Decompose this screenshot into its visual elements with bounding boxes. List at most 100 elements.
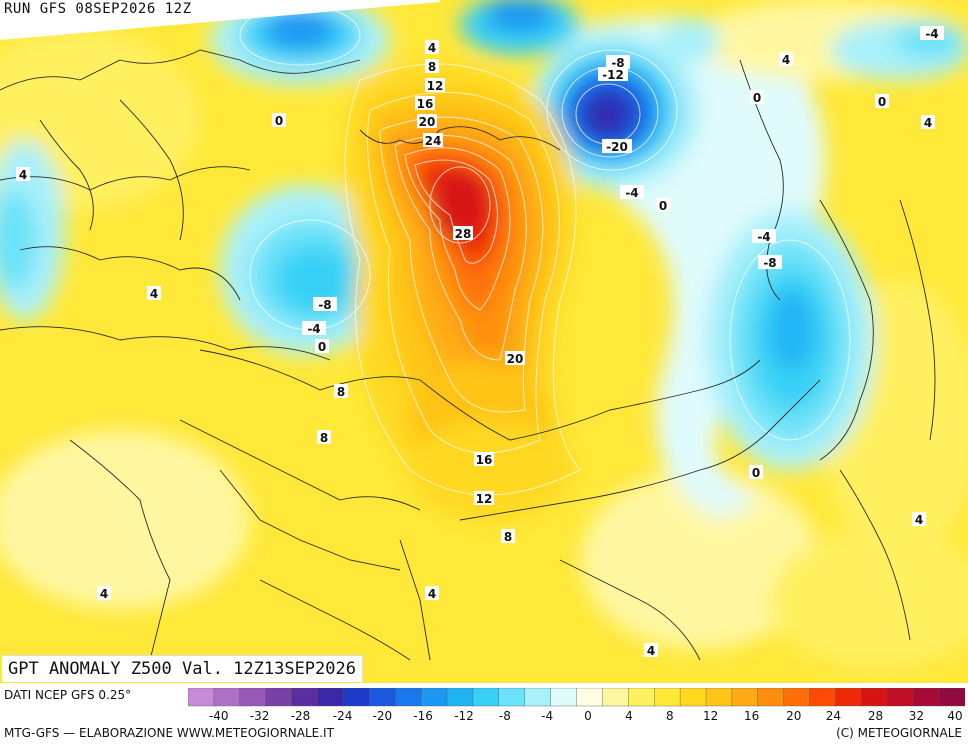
contour-label: 4 xyxy=(425,586,439,601)
color-scale-swatch xyxy=(705,688,733,707)
contour-label: -12 xyxy=(598,67,628,82)
color-scale-swatch xyxy=(835,688,863,707)
svg-text:4: 4 xyxy=(428,587,436,601)
svg-text:0: 0 xyxy=(318,340,326,354)
svg-text:4: 4 xyxy=(782,53,790,67)
svg-text:0: 0 xyxy=(659,199,667,213)
credit-left: MTG-GFS — ELABORAZIONE WWW.METEOGIORNALE… xyxy=(4,726,334,740)
contour-label: 12 xyxy=(425,78,445,93)
svg-text:12: 12 xyxy=(427,79,444,93)
color-scale-swatch xyxy=(602,688,629,707)
color-scale-swatch xyxy=(783,688,811,707)
contour-label: 0 xyxy=(750,90,764,105)
svg-text:0: 0 xyxy=(753,91,761,105)
color-scale-swatch xyxy=(731,688,759,707)
svg-text:-8: -8 xyxy=(763,256,776,270)
color-scale-tick-label: 0 xyxy=(584,709,592,723)
color-scale-swatch xyxy=(887,688,914,707)
color-scale: -40 -32 -28 -24 -20 -16 -12 -8 -4 0 4 8 12 16 20 24 28 32… xyxy=(188,688,965,723)
color-scale-swatch xyxy=(550,688,578,707)
color-scale-swatch xyxy=(394,688,422,707)
color-scale-swatch xyxy=(654,688,681,707)
country-borders xyxy=(0,49,936,661)
color-scale-tick-label: -8 xyxy=(499,709,511,723)
color-scale-tick-label: 12 xyxy=(703,709,718,723)
color-scale-swatch xyxy=(420,688,448,707)
color-scale-tick-label: 8 xyxy=(666,709,674,723)
svg-text:8: 8 xyxy=(428,60,436,74)
svg-text:4: 4 xyxy=(100,587,108,601)
contour-labels: 4 8 12 16 20 24 28 20 16 12 8 -8 -12 -20… xyxy=(16,26,944,658)
contour-label: 4 xyxy=(147,286,161,301)
color-scale-swatch xyxy=(628,688,655,707)
svg-text:4: 4 xyxy=(924,116,932,130)
svg-text:4: 4 xyxy=(647,644,655,658)
svg-text:-20: -20 xyxy=(606,140,628,154)
svg-text:4: 4 xyxy=(19,168,27,182)
contour-label: 0 xyxy=(272,113,286,128)
color-scale-tick-label: -4 xyxy=(541,709,553,723)
svg-text:4: 4 xyxy=(150,287,158,301)
anomaly-map: 4 8 12 16 20 24 28 20 16 12 8 -8 -12 -20… xyxy=(0,0,968,683)
color-scale-swatch xyxy=(265,688,293,707)
data-source-label: DATI NCEP GFS 0.25° xyxy=(4,688,132,702)
svg-text:24: 24 xyxy=(425,134,442,148)
color-scale-swatch xyxy=(188,688,215,707)
contour-label: -4 xyxy=(752,229,776,244)
color-scale-tick-label: 16 xyxy=(744,709,759,723)
color-scale-tick-label: -20 xyxy=(372,709,392,723)
color-scale-tick-label: 4 xyxy=(625,709,633,723)
contour-label: 16 xyxy=(474,452,494,467)
run-label-backdrop xyxy=(0,0,440,40)
svg-text:0: 0 xyxy=(878,95,886,109)
contour-label: 28 xyxy=(453,226,473,241)
color-scale-tick-label: 28 xyxy=(868,709,883,723)
contour-label: 24 xyxy=(423,133,443,148)
svg-text:-8: -8 xyxy=(318,298,331,312)
contour-label: 4 xyxy=(425,40,439,55)
svg-text:0: 0 xyxy=(752,466,760,480)
contour-label: 8 xyxy=(425,59,439,74)
contour-label: -20 xyxy=(602,139,632,154)
run-label: RUN GFS 08SEP2026 12Z xyxy=(4,1,192,17)
anomaly-field xyxy=(0,0,968,670)
svg-text:-4: -4 xyxy=(625,186,638,200)
color-scale-swatch xyxy=(576,688,604,707)
svg-text:-4: -4 xyxy=(307,322,320,336)
color-scale-swatch xyxy=(343,688,370,707)
contour-label: 0 xyxy=(656,198,670,213)
color-scale-swatch xyxy=(938,688,965,707)
color-scale-swatch xyxy=(757,688,785,707)
contour-label: 0 xyxy=(315,339,329,354)
svg-text:4: 4 xyxy=(428,41,436,55)
color-scale-swatch xyxy=(679,688,707,707)
svg-text:0: 0 xyxy=(275,114,283,128)
map-title: GPT ANOMALY Z500 Val. 12Z13SEP2026 xyxy=(2,655,363,682)
color-scale-tick-label: -16 xyxy=(413,709,433,723)
svg-text:4: 4 xyxy=(915,513,923,527)
contour-label: -4 xyxy=(302,321,326,336)
contour-label: -4 xyxy=(620,185,644,200)
svg-text:-12: -12 xyxy=(602,68,624,82)
contour-label: 20 xyxy=(505,351,525,366)
color-scale-tick-label: -40 xyxy=(209,709,229,723)
contour-label: 16 xyxy=(415,96,435,111)
color-scale-tick-label: -24 xyxy=(333,709,353,723)
contour-label: 4 xyxy=(912,512,926,527)
contour-label: 4 xyxy=(97,586,111,601)
color-scale-swatch xyxy=(809,688,837,707)
color-scale-tick-label: -12 xyxy=(454,709,474,723)
svg-text:16: 16 xyxy=(476,453,493,467)
color-scale-swatch xyxy=(498,688,526,707)
contour-label: 8 xyxy=(501,529,515,544)
svg-text:28: 28 xyxy=(455,227,472,241)
color-scale-tick-label: -32 xyxy=(250,709,270,723)
contour-label: 12 xyxy=(474,491,494,506)
contour-label: 4 xyxy=(644,643,658,658)
contour-label: -8 xyxy=(606,55,630,70)
svg-text:20: 20 xyxy=(419,115,436,129)
svg-text:8: 8 xyxy=(504,530,512,544)
color-scale-swatch xyxy=(472,688,500,707)
contour-label: 8 xyxy=(317,430,331,445)
